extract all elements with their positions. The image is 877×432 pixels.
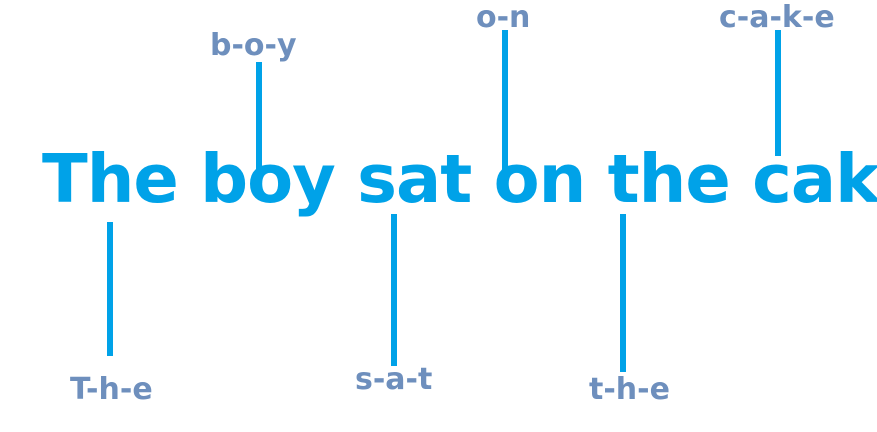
connector-line-the-second xyxy=(620,214,626,372)
sentence-text: The boy sat on the cake xyxy=(42,140,877,218)
connector-line-on xyxy=(502,30,508,170)
segment-label-the-second: t-h-e xyxy=(589,372,670,407)
segment-label-on: o-n xyxy=(476,0,531,35)
segment-label-sat: s-a-t xyxy=(355,362,433,397)
segment-label-cake: c-a-k-e xyxy=(719,0,835,35)
segment-label-boy: b-o-y xyxy=(210,28,297,63)
connector-line-sat xyxy=(391,214,397,366)
connector-line-boy xyxy=(256,62,262,170)
connector-line-the-first xyxy=(107,222,113,356)
segment-label-the-first: T-h-e xyxy=(70,372,153,407)
connector-line-cake xyxy=(775,30,781,156)
